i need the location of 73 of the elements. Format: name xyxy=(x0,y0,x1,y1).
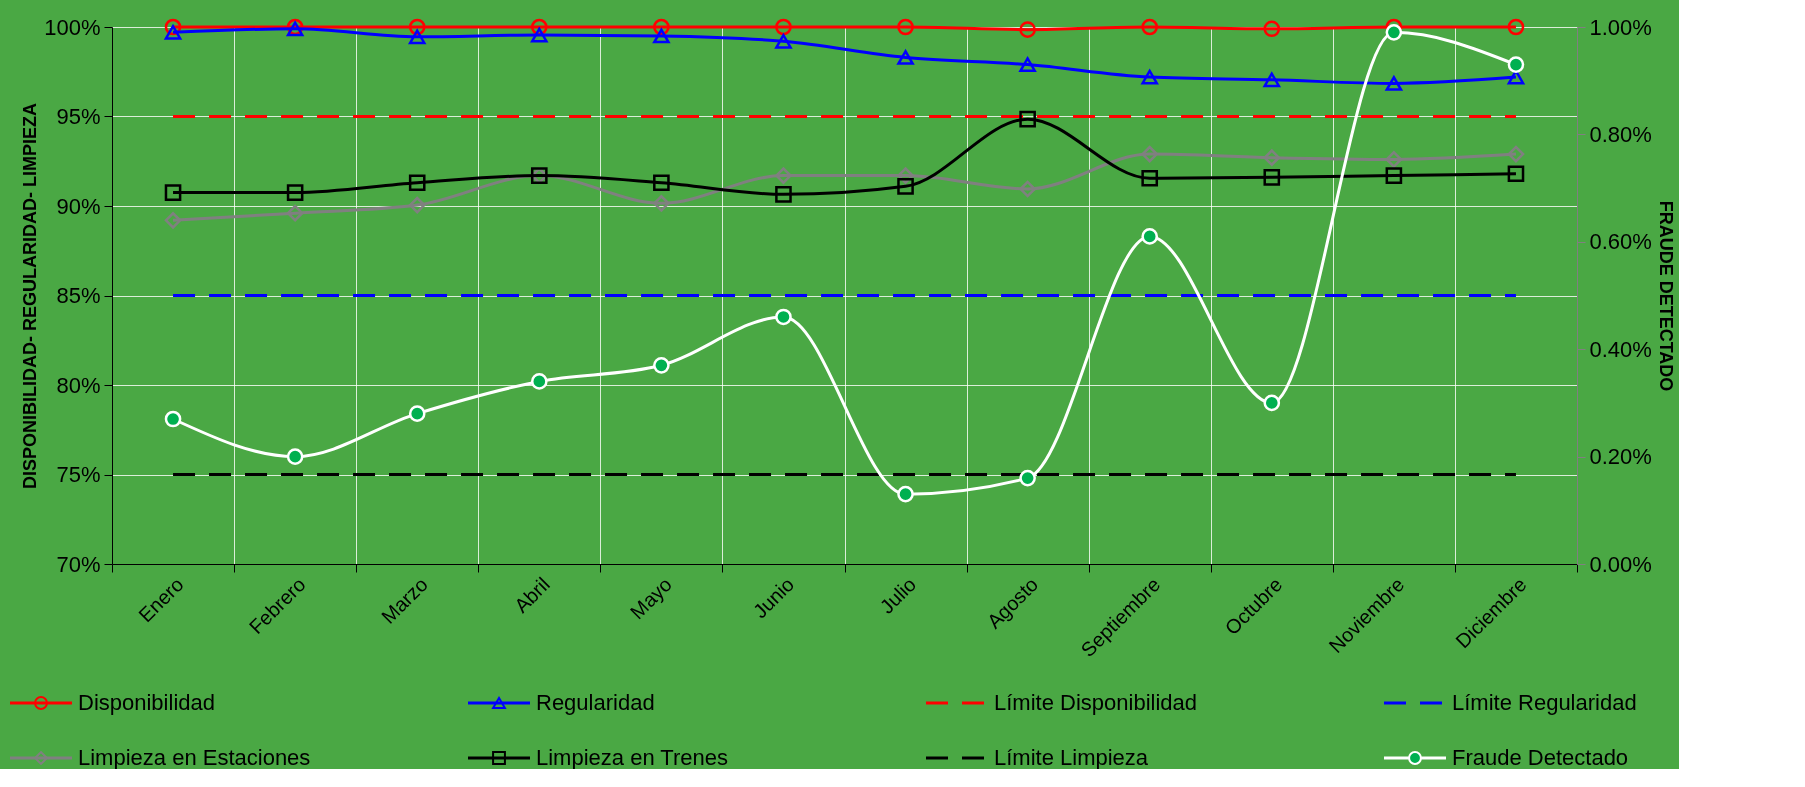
point xyxy=(775,33,792,49)
y2-tick-label: 0.40% xyxy=(1589,336,1652,362)
point xyxy=(408,174,426,192)
legend-label: Regularidad xyxy=(536,690,655,715)
point xyxy=(653,357,670,374)
point xyxy=(1507,165,1525,183)
point xyxy=(653,194,670,212)
point xyxy=(1019,469,1036,487)
legend-label: Disponibilidad xyxy=(78,690,215,715)
point xyxy=(1507,56,1525,73)
point xyxy=(1263,169,1281,186)
point xyxy=(1019,21,1036,38)
point xyxy=(1141,69,1159,85)
point xyxy=(775,308,792,326)
point xyxy=(1263,394,1281,412)
y-tick-label: 85% xyxy=(56,283,101,308)
point xyxy=(164,212,182,229)
y-tick-label: 95% xyxy=(56,104,101,129)
point xyxy=(1141,18,1159,36)
legend-label: Límite Disponibilidad xyxy=(994,690,1197,715)
y2-tick-label: 0.80% xyxy=(1589,121,1652,147)
y-axis-title: DISPONIBILIDAD- REGULARIDAD- LIMPIEZA xyxy=(20,103,41,489)
legend-label: Limpieza en Estaciones xyxy=(78,745,311,770)
y2-tick-label: 0.00% xyxy=(1589,551,1652,577)
point xyxy=(1141,169,1159,187)
point xyxy=(1263,72,1281,88)
y-tick-label: 80% xyxy=(56,372,101,398)
point xyxy=(1507,18,1525,36)
point xyxy=(286,448,304,465)
legend-label: Fraude Detectado xyxy=(1452,745,1629,770)
point xyxy=(164,410,182,428)
point xyxy=(1385,151,1403,168)
point xyxy=(530,27,548,43)
point xyxy=(408,196,426,214)
point xyxy=(164,25,182,40)
x-tick-label: Julio xyxy=(875,573,921,618)
point xyxy=(1385,24,1403,41)
legend-label: Límite Regularidad xyxy=(1452,690,1637,715)
point xyxy=(1141,228,1159,245)
point xyxy=(164,184,182,201)
y2-axis-title: FRAUDE DETECTADO xyxy=(1655,200,1676,392)
point xyxy=(897,485,914,503)
point xyxy=(1019,57,1036,72)
point xyxy=(897,18,914,36)
y-tick-label: 90% xyxy=(56,193,101,219)
point xyxy=(1019,110,1036,128)
legend-label: Limpieza en Trenes xyxy=(536,745,728,770)
point xyxy=(897,177,914,195)
point xyxy=(653,28,670,44)
point xyxy=(286,204,304,222)
y-tick-label: 75% xyxy=(56,462,101,487)
point xyxy=(1141,145,1159,163)
point xyxy=(1507,145,1525,163)
point xyxy=(408,405,426,422)
point xyxy=(408,29,426,45)
point xyxy=(1385,76,1403,91)
y2-tick-label: 0.60% xyxy=(1589,229,1652,255)
y2-tick-label: 0.20% xyxy=(1589,444,1652,470)
point xyxy=(897,50,914,65)
point xyxy=(653,174,670,192)
point xyxy=(1019,180,1036,198)
y-tick-label: 70% xyxy=(56,551,101,577)
legend-label: Límite Limpieza xyxy=(994,745,1149,770)
y-tick-label: 100% xyxy=(44,14,101,40)
point xyxy=(530,373,548,390)
point xyxy=(1385,167,1403,184)
point xyxy=(1263,149,1281,166)
y2-tick-label: 1.00% xyxy=(1589,14,1652,40)
point xyxy=(775,186,792,203)
point xyxy=(1263,20,1281,38)
point xyxy=(775,18,792,36)
point xyxy=(775,167,792,184)
point xyxy=(286,184,304,201)
